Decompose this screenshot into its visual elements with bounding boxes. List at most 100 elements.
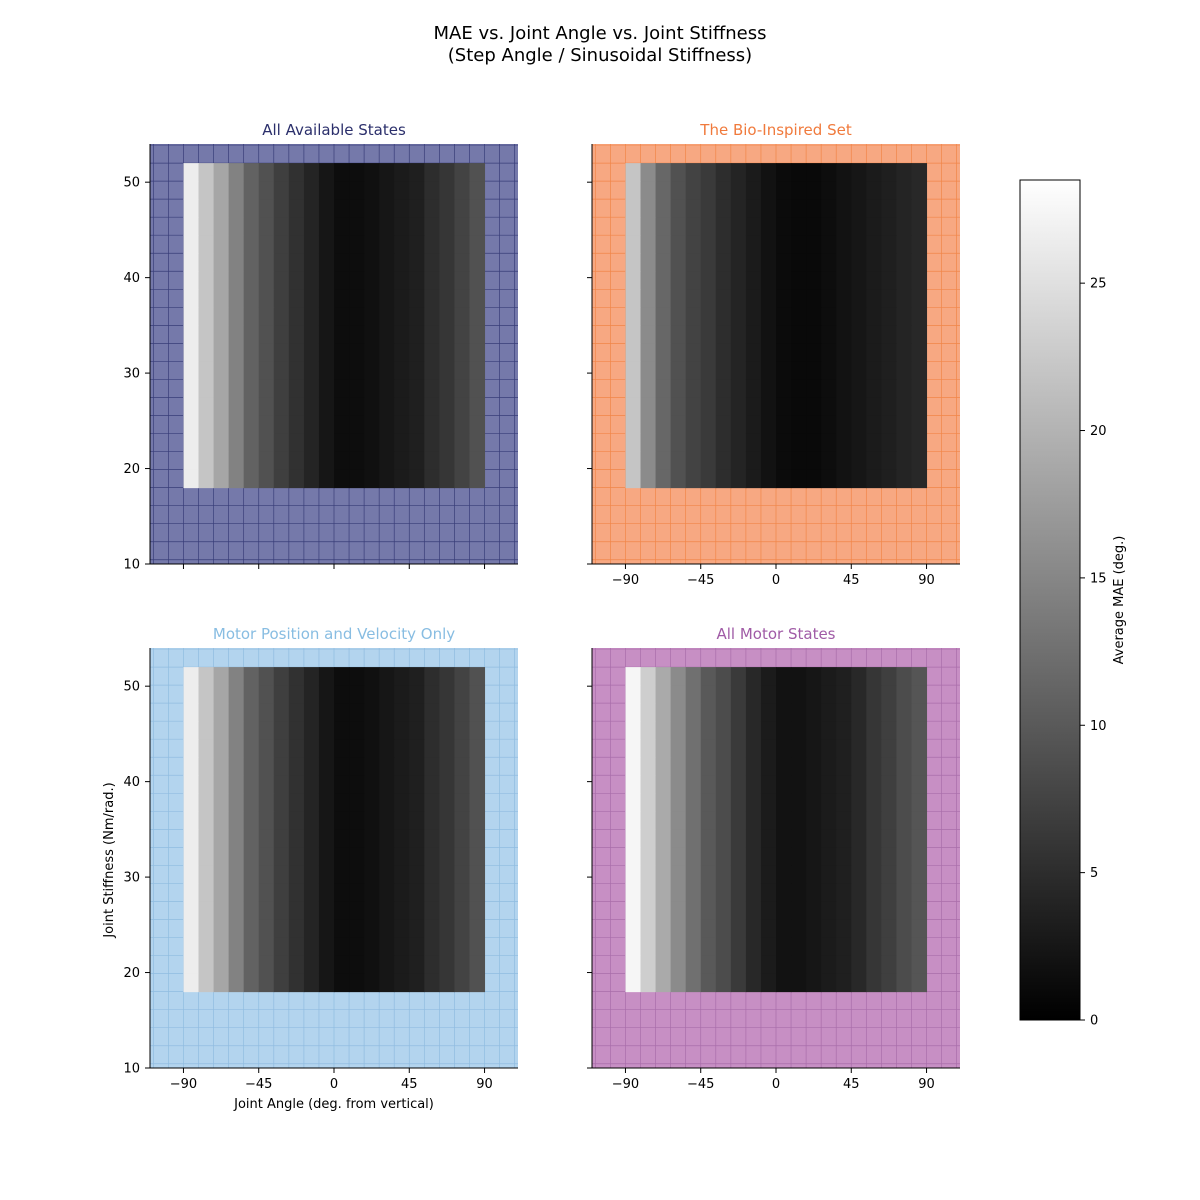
heatmap-cell (349, 307, 365, 326)
heatmap-cell (439, 325, 455, 344)
heatmap-cell (730, 721, 747, 740)
heatmap-cell (866, 667, 882, 686)
heatmap-cell (318, 793, 335, 812)
heatmap-cell (379, 235, 395, 254)
heatmap-cell (821, 415, 837, 435)
heatmap-cell (821, 685, 837, 704)
heatmap-cell (213, 847, 230, 866)
heatmap-cell (424, 289, 440, 308)
heatmap-cell (881, 757, 897, 776)
heatmap-cell (198, 955, 215, 975)
heatmap-cell (409, 685, 425, 704)
heatmap-cell (715, 829, 732, 848)
heatmap-cell (685, 793, 702, 812)
heatmap-panel-3: −90 −45 0 45 90 10 20 30 40 50 Motor Position and … (102, 625, 518, 1112)
heatmap-cell (700, 253, 717, 272)
heatmap-cell (334, 667, 350, 686)
heatmap-cell (273, 361, 290, 380)
heatmap-cell (836, 919, 852, 939)
heatmap-cell (258, 739, 275, 758)
heatmap-cell (791, 775, 807, 794)
heatmap-cell (700, 433, 717, 453)
heatmap-cell (469, 325, 486, 344)
heatmap-cell (655, 181, 672, 200)
heatmap-cell (273, 937, 290, 957)
heatmap-cell (273, 901, 290, 921)
heatmap-cell (791, 163, 807, 182)
heatmap-cell (349, 217, 365, 236)
heatmap-cell (288, 865, 305, 884)
heatmap-cell (760, 307, 777, 326)
heatmap-cell (791, 811, 807, 830)
heatmap-cell (183, 217, 200, 236)
heatmap-cell (424, 901, 440, 921)
heatmap-cell (273, 217, 290, 236)
heatmap-cell (896, 757, 912, 776)
heatmap-cell (243, 433, 260, 453)
heatmap-cell (655, 343, 672, 362)
y-tick-label: 30 (123, 367, 140, 382)
heatmap-cell (625, 955, 642, 975)
heatmap-cell (640, 307, 657, 326)
heatmap-cell (730, 433, 747, 453)
heatmap-cell (836, 379, 852, 398)
heatmap-cell (258, 163, 275, 182)
heatmap-cell (243, 379, 260, 398)
heatmap-cell (469, 883, 486, 902)
heatmap-cell (776, 163, 792, 182)
heatmap-cell (258, 811, 275, 830)
heatmap-cell (394, 883, 410, 902)
heatmap-cell (183, 307, 200, 326)
heatmap-cells (625, 163, 928, 489)
heatmap-cell (349, 325, 365, 344)
heatmap-cell (836, 865, 852, 884)
heatmap-cell (685, 847, 702, 866)
heatmap-cell (911, 973, 928, 993)
heatmap-cell (881, 271, 897, 290)
heatmap-cell (700, 415, 717, 435)
heatmap-cell (439, 739, 455, 758)
x-tick-label: 45 (843, 573, 860, 588)
heatmap-cell (198, 469, 215, 489)
heatmap-cell (715, 361, 732, 380)
heatmap-cell (183, 451, 200, 471)
heatmap-cell (213, 163, 230, 182)
heatmap-cell (288, 181, 305, 200)
heatmap-cell (424, 919, 440, 939)
heatmap-cell (896, 901, 912, 921)
heatmap-cell (409, 847, 425, 866)
heatmap-cell (806, 919, 822, 939)
heatmap-cell (655, 721, 672, 740)
heatmap-cell (730, 163, 747, 182)
heatmap-cell (670, 181, 687, 200)
heatmap-cell (228, 937, 245, 957)
heatmap-cell (776, 325, 792, 344)
heatmap-cell (213, 919, 230, 939)
heatmap-cell (409, 469, 425, 489)
heatmap-cell (303, 253, 320, 272)
heatmap-cell (349, 667, 365, 686)
heatmap-cell (364, 721, 380, 740)
heatmap-cell (394, 955, 410, 975)
heatmap-cell (715, 847, 732, 866)
heatmap-cell (730, 775, 747, 794)
heatmap-cell (760, 937, 777, 957)
heatmap-cell (851, 433, 867, 453)
heatmap-cell (715, 325, 732, 344)
heatmap-cell (454, 379, 470, 398)
heatmap-cell (379, 811, 395, 830)
heatmap-cell (394, 829, 410, 848)
heatmap-cell (379, 415, 395, 435)
heatmap-cell (198, 901, 215, 921)
heatmap-cell (318, 973, 335, 993)
heatmap-cell (394, 361, 410, 380)
heatmap-cell (454, 235, 470, 254)
heatmap-cell (700, 937, 717, 957)
heatmap-cell (349, 343, 365, 362)
heatmap-cell (640, 865, 657, 884)
heatmap-cell (228, 235, 245, 254)
heatmap-cell (700, 721, 717, 740)
heatmap-cell (866, 955, 882, 975)
heatmap-cell (821, 217, 837, 236)
heatmap-cell (866, 775, 882, 794)
